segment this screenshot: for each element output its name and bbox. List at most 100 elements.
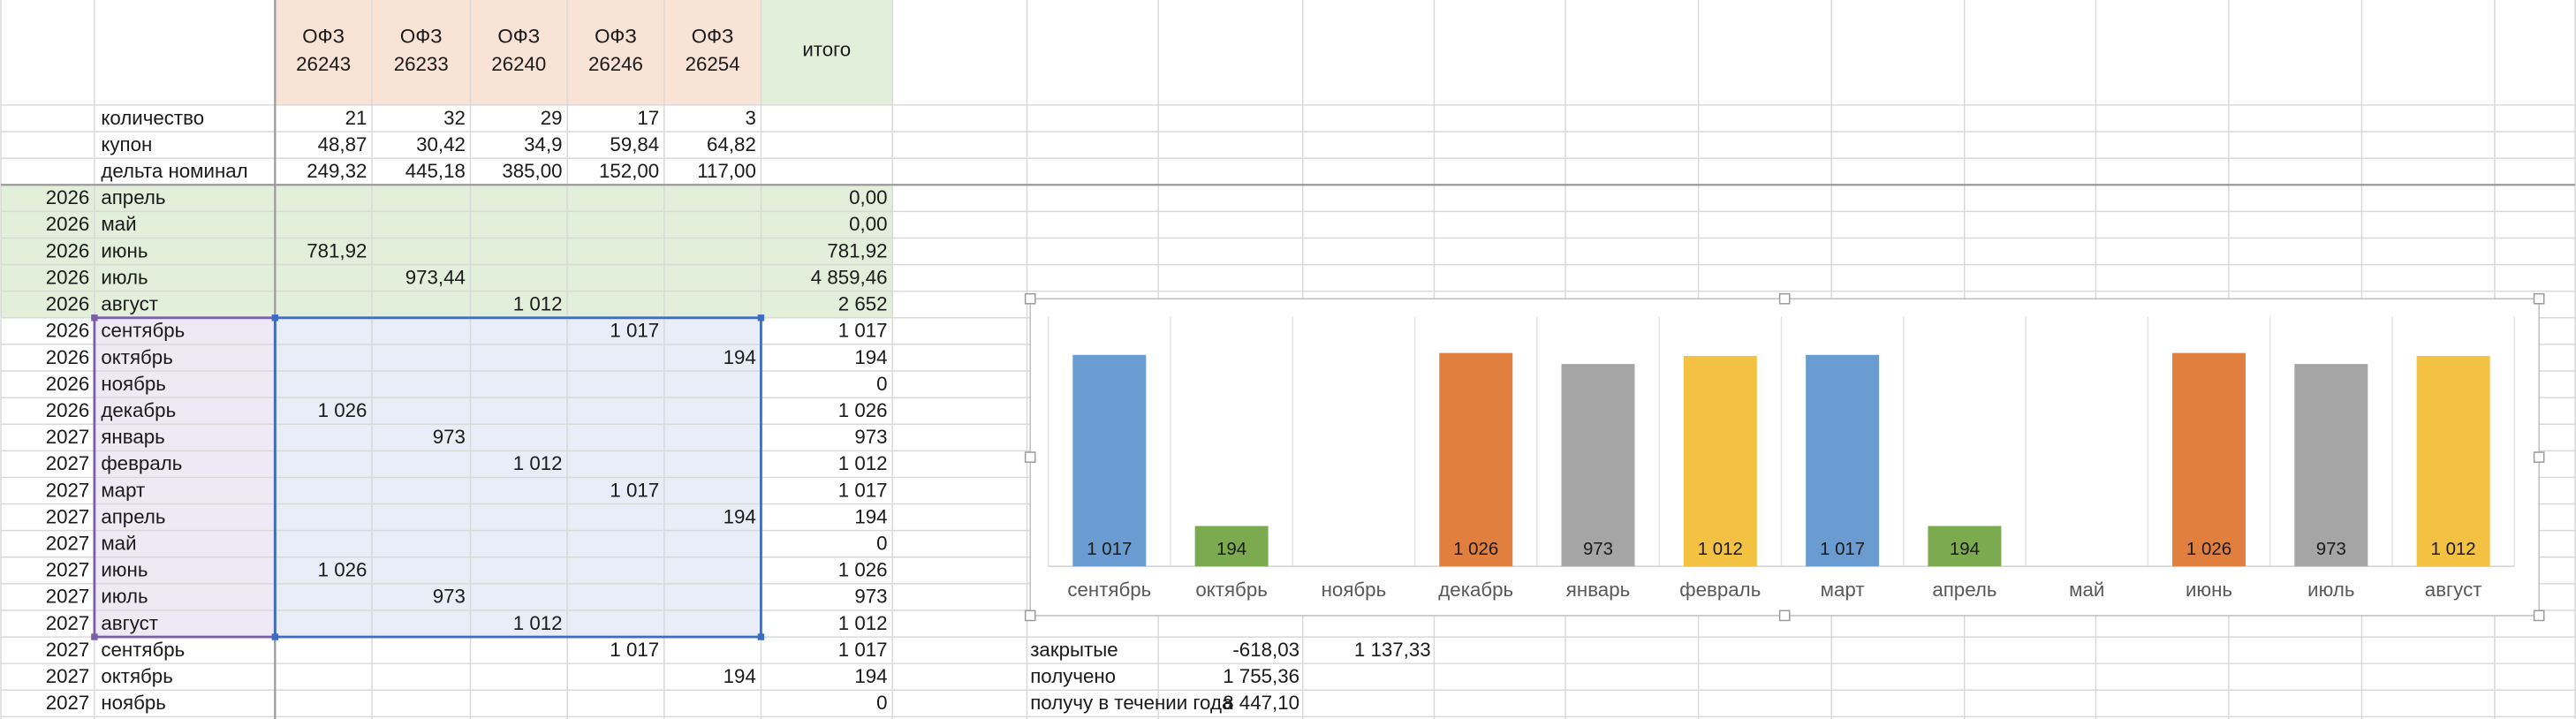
header-code: 26240 bbox=[491, 53, 546, 75]
header-name: ОФЗ bbox=[595, 26, 637, 48]
chart-handle bbox=[2533, 292, 2545, 305]
month: январь bbox=[101, 426, 164, 448]
row-total: 0,00 bbox=[849, 213, 887, 235]
month: май bbox=[101, 533, 136, 555]
row-total: 1 026 bbox=[838, 559, 888, 581]
param-value: 59,84 bbox=[610, 133, 659, 155]
bar bbox=[1683, 355, 1757, 567]
chart-area bbox=[1029, 298, 2540, 617]
summary-value: -618,03 bbox=[1232, 639, 1299, 661]
month: апрель bbox=[101, 186, 165, 208]
month: март bbox=[101, 479, 145, 501]
year: 2026 bbox=[46, 213, 90, 235]
bar bbox=[2172, 352, 2246, 567]
header-name: ОФЗ bbox=[302, 26, 345, 48]
param-label: купон bbox=[101, 133, 152, 155]
header-code: 26246 bbox=[588, 53, 643, 75]
data-label: 194 bbox=[1950, 539, 1980, 559]
year: 2027 bbox=[46, 639, 90, 661]
summary-label: получено bbox=[1030, 665, 1116, 687]
x-tick-label: май bbox=[2069, 579, 2104, 601]
selection-handle bbox=[91, 633, 98, 640]
param-value: 32 bbox=[443, 107, 466, 129]
summary-value: 8 447,10 bbox=[1223, 692, 1299, 714]
bar bbox=[1194, 526, 1269, 567]
header-name: ОФЗ bbox=[497, 26, 540, 48]
month: апрель bbox=[101, 505, 165, 527]
header-code: 26243 bbox=[296, 53, 351, 75]
summary-label: закрытые bbox=[1030, 639, 1118, 661]
year: 2027 bbox=[46, 505, 90, 527]
summary-label: получу в течении года bbox=[1030, 692, 1233, 714]
x-tick-label: июль bbox=[2307, 579, 2354, 601]
header-bg bbox=[275, 0, 761, 105]
year: 2026 bbox=[46, 266, 90, 288]
year: 2026 bbox=[46, 346, 90, 368]
bar bbox=[1561, 364, 1635, 567]
chart-handle bbox=[1778, 609, 1791, 622]
chart-handle bbox=[1024, 292, 1036, 305]
month: июнь bbox=[101, 559, 148, 581]
selection-handle bbox=[757, 633, 765, 640]
row-total: 1 017 bbox=[838, 639, 888, 661]
row-total: 1 017 bbox=[838, 320, 888, 342]
cell-value: 973 bbox=[433, 586, 466, 608]
year: 2027 bbox=[46, 426, 90, 448]
chart-handle bbox=[2533, 609, 2545, 622]
row-total: 2 652 bbox=[838, 293, 888, 315]
row-total: 973 bbox=[854, 426, 887, 448]
year: 2027 bbox=[46, 612, 90, 634]
year: 2027 bbox=[46, 692, 90, 714]
x-tick-label: октябрь bbox=[1195, 579, 1267, 601]
data-label: 194 bbox=[1216, 539, 1246, 559]
month: декабрь bbox=[101, 399, 176, 421]
year: 2026 bbox=[46, 399, 90, 421]
cell-value: 973,44 bbox=[405, 266, 466, 288]
cell-value: 1 026 bbox=[318, 399, 367, 421]
selection-handle bbox=[271, 314, 279, 322]
row-total: 194 bbox=[854, 665, 887, 687]
month: октябрь bbox=[101, 346, 172, 368]
month: август bbox=[101, 612, 158, 634]
header-name: ОФЗ bbox=[692, 26, 734, 48]
cell-value: 194 bbox=[724, 665, 756, 687]
param-value: 21 bbox=[345, 107, 367, 129]
row-total: 1 012 bbox=[838, 452, 888, 474]
bar bbox=[2416, 355, 2490, 567]
month: ноябрь bbox=[101, 373, 166, 395]
x-tick-label: ноябрь bbox=[1322, 579, 1387, 601]
param-value: 29 bbox=[541, 107, 563, 129]
chart-handle bbox=[1024, 451, 1036, 463]
param-value: 3 bbox=[745, 107, 755, 129]
cell-value: 1 012 bbox=[513, 452, 563, 474]
row-total: 0 bbox=[876, 373, 887, 395]
chart-handle bbox=[1778, 292, 1791, 305]
x-tick-label: январь bbox=[1566, 579, 1630, 601]
month: июнь bbox=[101, 239, 148, 261]
cell-value: 194 bbox=[724, 346, 756, 368]
year: 2027 bbox=[46, 533, 90, 555]
month: июль bbox=[101, 586, 148, 608]
header-code: 26233 bbox=[394, 53, 449, 75]
row-total: 781,92 bbox=[827, 239, 887, 261]
x-tick-label: июнь bbox=[2186, 579, 2232, 601]
row-total: 973 bbox=[854, 586, 887, 608]
cell-value: 1 017 bbox=[610, 479, 659, 501]
bar bbox=[1928, 526, 2002, 567]
year: 2027 bbox=[46, 586, 90, 608]
data-label: 973 bbox=[2316, 539, 2346, 559]
param-value: 152,00 bbox=[599, 160, 659, 182]
month: ноябрь bbox=[101, 692, 166, 714]
bar bbox=[1439, 352, 1513, 567]
chart-handle bbox=[1024, 609, 1036, 622]
month: август bbox=[101, 293, 158, 315]
header-name: ОФЗ bbox=[400, 26, 443, 48]
bar bbox=[1806, 354, 1880, 567]
param-value: 117,00 bbox=[697, 160, 756, 182]
row-total: 0,00 bbox=[849, 186, 887, 208]
bar bbox=[2294, 364, 2368, 567]
month: февраль bbox=[101, 452, 182, 474]
data-label: 1 026 bbox=[2186, 539, 2231, 559]
year: 2027 bbox=[46, 559, 90, 581]
